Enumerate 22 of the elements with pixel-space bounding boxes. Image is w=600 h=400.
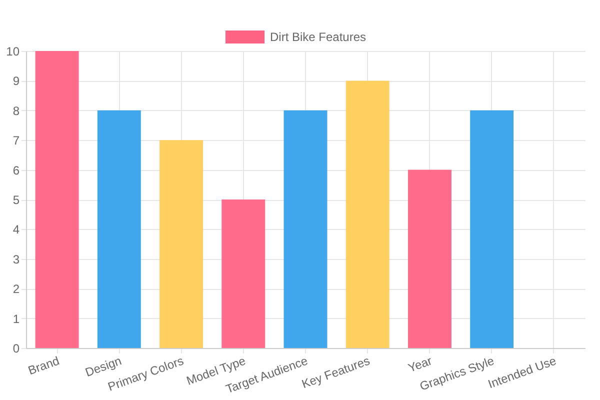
- bar: [160, 140, 204, 348]
- y-tick-label: 6: [12, 163, 20, 178]
- bar: [35, 51, 79, 348]
- bar: [284, 110, 328, 348]
- y-tick-label: 5: [12, 193, 20, 207]
- y-tick-label: 3: [12, 252, 20, 266]
- x-tick-label: Brand: [26, 354, 62, 378]
- y-tick-label: 2: [12, 282, 20, 296]
- y-tick-label: 9: [12, 74, 20, 88]
- y-tick-label: 7: [12, 134, 20, 148]
- bar: [408, 170, 452, 348]
- y-tick-label: 0: [12, 342, 20, 356]
- legend-label: Dirt Bike Features: [270, 30, 366, 44]
- y-tick-label: 10: [6, 44, 20, 58]
- bar: [470, 110, 514, 348]
- bar: [97, 110, 141, 348]
- bar: [346, 80, 390, 348]
- y-tick-label: 4: [12, 222, 20, 237]
- bar: [222, 200, 266, 348]
- x-tick-label: Year: [406, 354, 434, 376]
- y-tick-label: 1: [12, 312, 20, 326]
- y-tick-label: 8: [12, 104, 20, 118]
